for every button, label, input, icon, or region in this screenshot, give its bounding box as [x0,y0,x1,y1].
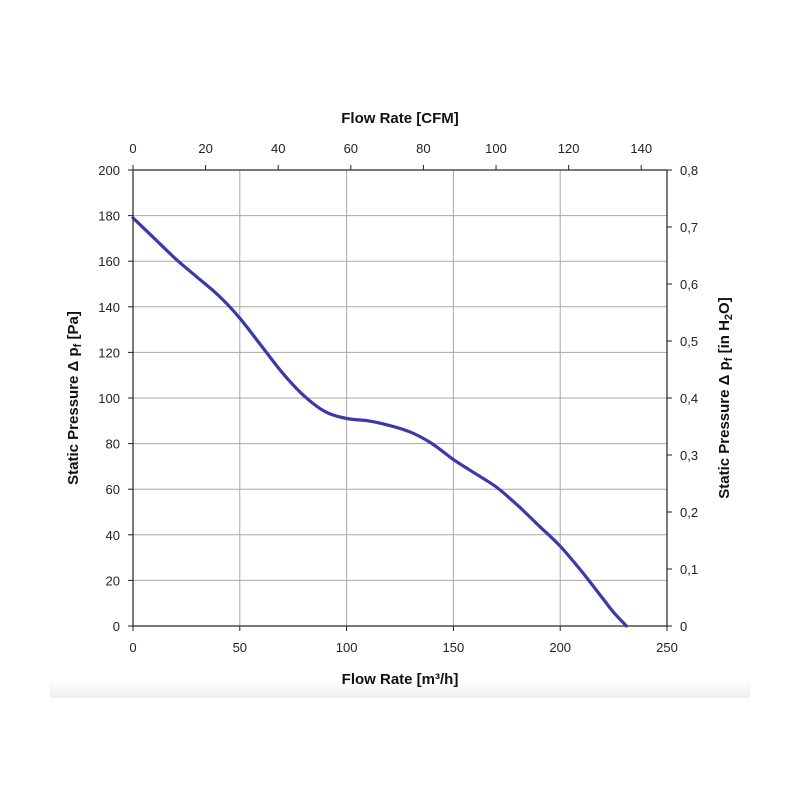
y-tick-label: 80 [106,437,120,452]
y-tick-label: 160 [98,254,120,269]
y-axis-title: Static Pressure Δ pf [Pa] [65,311,84,485]
y2-tick-label: 0,1 [680,562,698,577]
y2-axis-title: Static Pressure Δ pf [in H2O] [716,297,735,498]
y2-tick-label: 0,7 [680,220,698,235]
chart-panel [50,95,750,695]
x2-tick-label: 120 [558,141,580,156]
y2-tick-label: 0,6 [680,277,698,292]
y-tick-label: 200 [98,163,120,178]
grid-lines [132,169,668,627]
panel-shadow [50,680,750,698]
y-tick-label: 20 [106,573,120,588]
y2-tick-label: 0,8 [680,163,698,178]
y-tick-label: 0 [113,619,120,634]
y-tick-label: 120 [98,345,120,360]
x-tick-label: 250 [656,640,678,655]
x2-tick-label: 0 [129,141,136,156]
x2-axis-title: Flow Rate [CFM] [341,110,459,127]
x-tick-label: 50 [233,640,247,655]
y-tick-label: 40 [106,528,120,543]
y-tick-label: 180 [98,209,120,224]
y2-tick-label: 0,5 [680,334,698,349]
x2-axis-ticks: 0 20 40 60 80 100 120 140 [129,141,652,170]
y-tick-label: 140 [98,300,120,315]
x-axis-title: Flow Rate [m³/h] [342,671,459,688]
x-tick-label: 150 [443,640,465,655]
x-tick-label: 200 [549,640,571,655]
y-axis-ticks: 0 20 40 60 80 100 120 140 160 180 200 [98,163,133,634]
y2-tick-label: 0,4 [680,391,698,406]
series-line-static-pressure [131,216,628,628]
x-axis-ticks: 0 50 100 150 200 250 [129,626,678,655]
y-tick-label: 100 [98,391,120,406]
y2-axis-ticks: 0 0,1 0,2 0,3 0,4 0,5 0,6 0,7 0,8 [667,163,698,634]
x-tick-label: 0 [129,640,136,655]
y-tick-label: 60 [106,482,120,497]
x2-tick-label: 20 [198,141,212,156]
x2-tick-label: 140 [630,141,652,156]
x2-tick-label: 100 [485,141,507,156]
x2-tick-label: 80 [416,141,430,156]
x2-tick-label: 60 [344,141,358,156]
y2-tick-label: 0 [680,619,687,634]
x-tick-label: 100 [336,640,358,655]
y2-tick-label: 0,3 [680,448,698,463]
x2-tick-label: 40 [271,141,285,156]
y2-tick-label: 0,2 [680,505,698,520]
